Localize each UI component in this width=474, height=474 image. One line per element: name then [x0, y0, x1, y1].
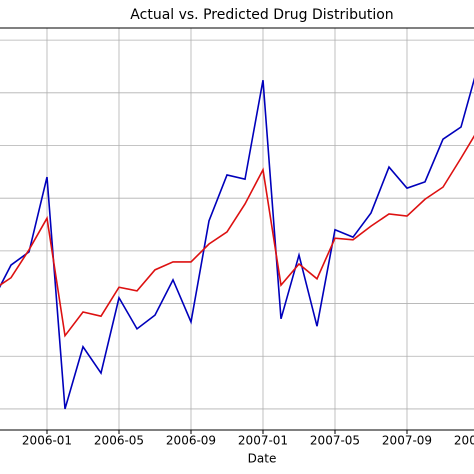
- x-tick-label: 2007-05: [310, 434, 360, 448]
- plot-area: [0, 28, 474, 430]
- chart-title: Actual vs. Predicted Drug Distribution: [130, 7, 393, 23]
- x-tick-label: 2008-01: [454, 434, 474, 448]
- x-axis-label: Date: [248, 452, 277, 466]
- x-tick-label: 2006-09: [166, 434, 216, 448]
- x-tick-label: 2006-05: [94, 434, 144, 448]
- x-tick-label: 2007-09: [382, 434, 432, 448]
- data-line: [0, 134, 474, 338]
- x-tick-label: 2007-01: [238, 434, 288, 448]
- x-tick-label: 2006-01: [22, 434, 72, 448]
- data-line: [0, 77, 474, 410]
